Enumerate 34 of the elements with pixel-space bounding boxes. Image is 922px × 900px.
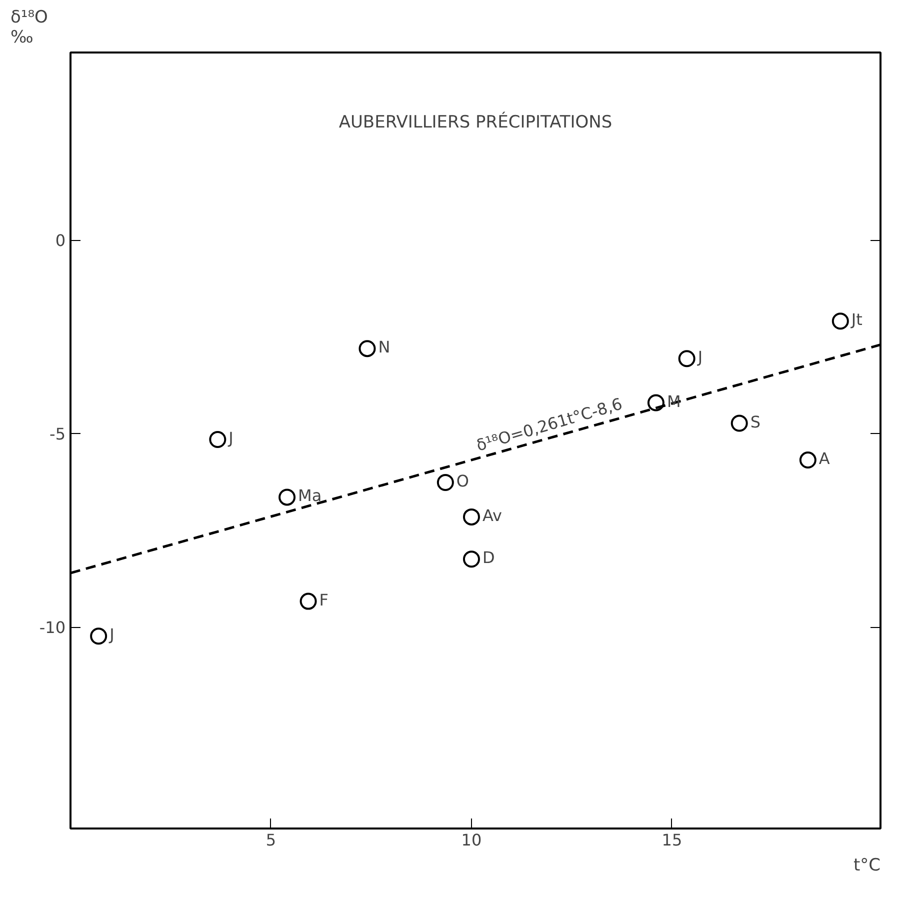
y-tick-label: 0: [55, 231, 66, 250]
point: [436, 474, 454, 491]
text: AUBERVILLIERS PRÉCIPITATIONS: [338, 112, 612, 132]
point: [462, 508, 480, 526]
annotation: A: [818, 449, 830, 468]
x-tick-label: 5: [266, 830, 276, 850]
point: [462, 550, 480, 568]
x-axis-title: t°C: [853, 856, 881, 876]
annotation: J: [108, 625, 114, 644]
annotation: Av: [482, 506, 502, 525]
annotation: J: [228, 428, 234, 448]
annotation: Jt: [850, 310, 862, 330]
point: [730, 414, 748, 432]
annotation: Ma: [298, 486, 322, 506]
annotation: O: [456, 471, 470, 490]
point: [647, 394, 664, 412]
x-tick-label: 10: [461, 830, 482, 850]
point: [278, 488, 296, 506]
y-axis-title: δ¹⁸O ‰: [10, 8, 48, 48]
point: [358, 340, 376, 358]
annotation: F: [319, 590, 328, 610]
annotation: D: [482, 548, 495, 568]
annotation: J: [696, 348, 703, 367]
point: [799, 452, 816, 469]
annotation: N: [378, 338, 390, 357]
annotation: S: [750, 412, 761, 432]
y-tick-label: -10: [39, 618, 66, 638]
point: [678, 350, 696, 368]
point: [300, 592, 317, 610]
x-tick-label: 15: [662, 830, 682, 850]
point: [832, 312, 849, 330]
y-tick-label: -5: [50, 424, 66, 444]
point: [90, 628, 108, 645]
point: [209, 431, 226, 448]
